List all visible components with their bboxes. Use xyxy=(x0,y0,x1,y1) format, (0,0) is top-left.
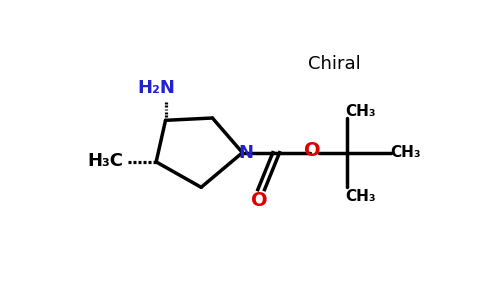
Text: O: O xyxy=(303,141,320,160)
Text: CH₃: CH₃ xyxy=(390,145,421,160)
Text: N: N xyxy=(239,144,254,162)
Text: H₂N: H₂N xyxy=(137,79,175,97)
Text: H₃C: H₃C xyxy=(88,152,123,170)
Text: Chiral: Chiral xyxy=(308,55,361,73)
Text: CH₃: CH₃ xyxy=(345,189,376,204)
Text: O: O xyxy=(251,191,268,210)
Text: CH₃: CH₃ xyxy=(345,103,376,118)
